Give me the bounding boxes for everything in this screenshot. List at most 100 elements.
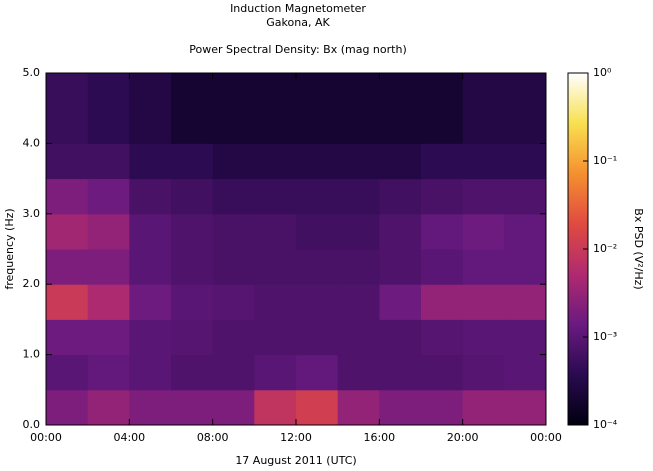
heatmap-cell	[87, 354, 130, 391]
heatmap-cell	[129, 73, 172, 109]
heatmap-cell	[379, 319, 422, 356]
heatmap-cell	[504, 108, 547, 144]
heatmap-cell	[337, 73, 380, 109]
x-tick-label: 12:00	[280, 431, 312, 444]
heatmap-cell	[87, 213, 130, 250]
heatmap-cell	[46, 143, 89, 180]
heatmap-cell	[296, 319, 339, 356]
heatmap-cell	[87, 73, 130, 109]
colorbar-tick-label: 10⁻¹	[593, 154, 617, 167]
heatmap-cell	[421, 284, 464, 320]
heatmap-cell	[171, 389, 214, 426]
heatmap-cell	[212, 108, 255, 144]
x-tick-label: 04:00	[113, 431, 145, 444]
heatmap-cell	[254, 284, 297, 320]
heatmap-cell	[171, 249, 214, 285]
heatmap-cell	[462, 319, 505, 356]
heatmap-cell	[129, 249, 172, 285]
heatmap-cell	[296, 73, 339, 109]
heatmap-cell	[462, 73, 505, 109]
heatmap-cell	[171, 284, 214, 320]
heatmap-cell	[129, 143, 172, 180]
colorbar-tick-label: 10⁻²	[593, 242, 617, 255]
heatmap-cell	[46, 354, 89, 391]
heatmap-cell	[171, 143, 214, 180]
heatmap-cell	[421, 319, 464, 356]
heatmap-cell	[462, 249, 505, 285]
heatmap-cell	[171, 354, 214, 391]
heatmap-cell	[254, 143, 297, 180]
heatmap-cell	[87, 389, 130, 426]
heatmap-cell	[254, 73, 297, 109]
heatmap-cell	[379, 108, 422, 144]
heatmap-cell	[337, 108, 380, 144]
chart-subtitle: Gakona, AK	[266, 16, 330, 29]
x-axis-label: 17 August 2011 (UTC)	[235, 454, 356, 467]
plot-title: Power Spectral Density: Bx (mag north)	[189, 43, 406, 56]
heatmap-cell	[87, 249, 130, 285]
heatmap-cell	[379, 249, 422, 285]
chart-title: Induction Magnetometer	[230, 2, 366, 15]
y-tick-label: 5.0	[23, 66, 41, 79]
heatmap-cell	[421, 73, 464, 109]
heatmap-cell	[421, 143, 464, 180]
heatmap-cell	[337, 213, 380, 250]
heatmap-cell	[504, 143, 547, 180]
heatmap-cell	[46, 284, 89, 320]
y-tick-label: 4.0	[23, 136, 41, 149]
heatmap-cell	[87, 319, 130, 356]
heatmap-cell	[296, 354, 339, 391]
heatmap-cell	[504, 178, 547, 215]
colorbar-tick-label: 10⁰	[593, 66, 612, 79]
heatmap-cell	[212, 319, 255, 356]
heatmap-cell	[421, 249, 464, 285]
heatmap-cell	[46, 389, 89, 426]
heatmap-cell	[296, 143, 339, 180]
heatmap-cell	[254, 389, 297, 426]
heatmap-cell	[379, 284, 422, 320]
heatmap-cell	[46, 73, 89, 109]
heatmap-cell	[129, 108, 172, 144]
heatmap-cell	[171, 73, 214, 109]
colorbar-tick-label: 10⁻⁴	[593, 418, 618, 431]
heatmap-cell	[254, 249, 297, 285]
heatmap-cell	[212, 389, 255, 426]
heatmap-cell	[337, 143, 380, 180]
heatmap-cell	[296, 284, 339, 320]
heatmap-cell	[296, 178, 339, 215]
heatmap-cell	[421, 108, 464, 144]
heatmap-cell	[46, 178, 89, 215]
x-tick-label: 16:00	[363, 431, 395, 444]
heatmap-cell	[171, 178, 214, 215]
heatmap-cell	[462, 143, 505, 180]
heatmap-cell	[87, 284, 130, 320]
heatmap-cell	[379, 178, 422, 215]
heatmap-cell	[296, 249, 339, 285]
heatmap-cell	[171, 213, 214, 250]
heatmap-cell	[254, 178, 297, 215]
x-tick-label: 00:00	[30, 431, 62, 444]
heatmap-cell	[337, 284, 380, 320]
heatmap-cell	[296, 213, 339, 250]
x-tick-label: 08:00	[197, 431, 229, 444]
colorbar-tick-label: 10⁻³	[593, 330, 617, 343]
heatmap-cell	[87, 108, 130, 144]
heatmap-cell	[337, 354, 380, 391]
heatmap-cell	[462, 389, 505, 426]
heatmap-cell	[212, 178, 255, 215]
heatmap-cell	[254, 213, 297, 250]
heatmap-cell	[129, 319, 172, 356]
heatmap-cell	[296, 389, 339, 426]
heatmap-cell	[462, 213, 505, 250]
heatmap-cell	[421, 213, 464, 250]
heatmap-cell	[129, 354, 172, 391]
heatmap-cell	[212, 73, 255, 109]
heatmap-cell	[212, 284, 255, 320]
heatmap-cell	[504, 354, 547, 391]
y-axis-label: frequency (Hz)	[3, 208, 16, 289]
heatmap-cell	[46, 108, 89, 144]
heatmap-cell	[462, 178, 505, 215]
heatmap-cell	[379, 354, 422, 391]
y-tick-label: 1.0	[23, 348, 41, 361]
